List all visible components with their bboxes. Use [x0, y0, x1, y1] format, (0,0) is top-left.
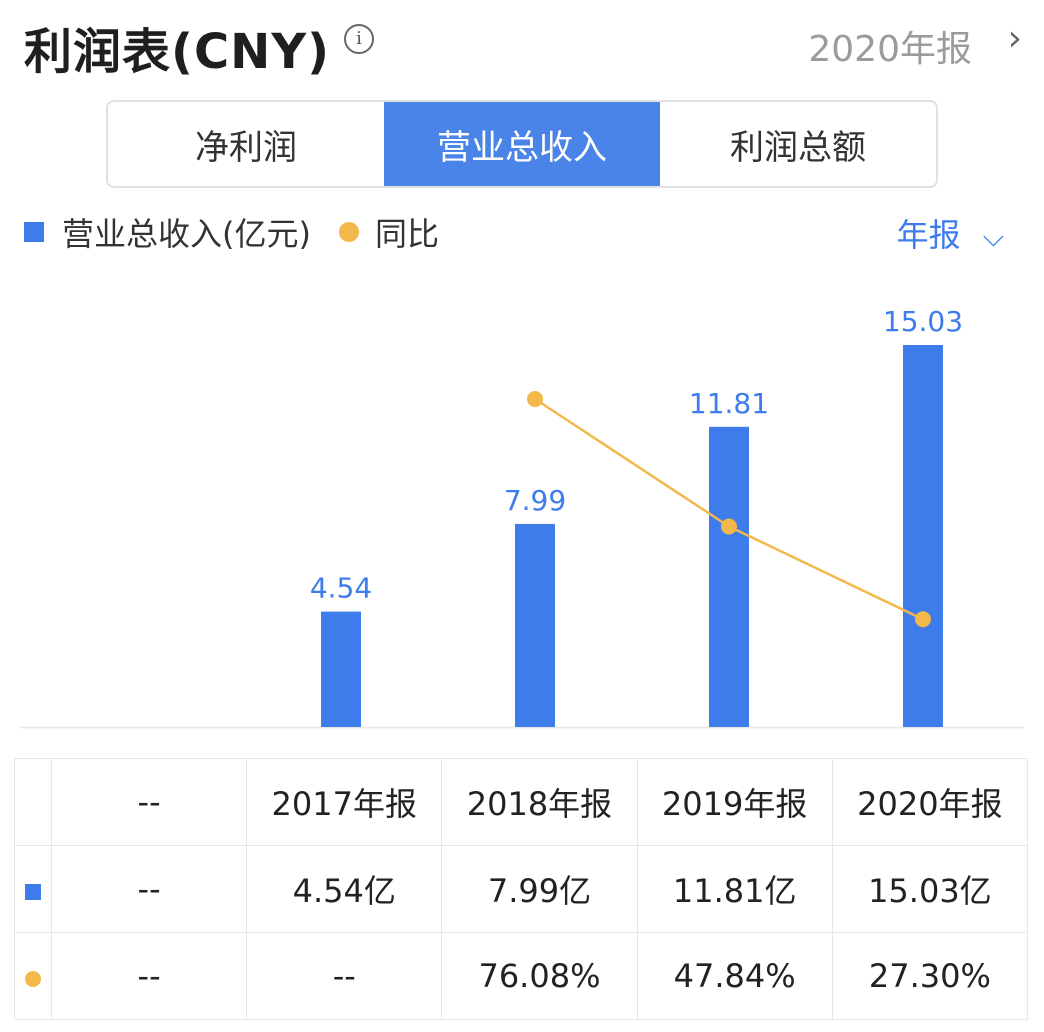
- table-cell: 7.99亿: [441, 845, 638, 933]
- revenue-chart: 4.54 7.99 11.81 15.03: [20, 305, 1024, 729]
- line-legend-label: 同比: [374, 215, 439, 253]
- metric-tabs: 净利润 营业总收入 利润总额: [106, 100, 938, 188]
- table-header-row: -- 2017年报 2018年报 2019年报 2020年报: [14, 758, 1029, 846]
- page-title: 利润表(CNY): [24, 24, 331, 80]
- yoy-point: [527, 391, 543, 407]
- bar-value-label: 7.99: [504, 484, 566, 517]
- table-cell: 27.30%: [831, 932, 1029, 1020]
- table-cell: --: [50, 845, 248, 933]
- table-row: -- 4.54亿 7.99亿 11.81亿 15.03亿: [14, 845, 1029, 933]
- revenue-bar: [321, 611, 361, 727]
- frequency-dropdown[interactable]: 年报 ⌵: [897, 210, 1004, 256]
- table-cell: [14, 758, 52, 846]
- bar-value-label: 15.03: [883, 305, 963, 338]
- chevron-right-icon[interactable]: ›: [1007, 18, 1022, 59]
- data-table: -- 2017年报 2018年报 2019年报 2020年报 -- 4.54亿 …: [14, 758, 1029, 1020]
- revenue-bar: [903, 345, 943, 727]
- table-row: -- -- 76.08% 47.84% 27.30%: [14, 932, 1029, 1020]
- table-cell: 4.54亿: [246, 845, 443, 933]
- yoy-point: [721, 518, 737, 535]
- yoy-point: [915, 611, 931, 628]
- table-cell: 2019年报: [636, 758, 833, 846]
- bar-value-label: 4.54: [310, 572, 372, 605]
- table-cell: 76.08%: [441, 932, 638, 1020]
- bar-legend-label: 营业总收入(亿元): [62, 215, 311, 253]
- frequency-label: 年报: [896, 216, 961, 254]
- bar-value-label: 11.81: [689, 387, 769, 420]
- table-cell: 11.81亿: [636, 845, 833, 933]
- table-cell: --: [246, 932, 443, 1020]
- table-cell: 15.03亿: [831, 845, 1029, 933]
- revenue-row-marker: [14, 845, 52, 933]
- chart-legend: 营业总收入(亿元) 同比: [24, 210, 439, 254]
- table-cell: --: [50, 758, 248, 846]
- tab-net-profit[interactable]: 净利润: [195, 127, 297, 168]
- info-icon[interactable]: i: [344, 24, 374, 54]
- tab-total-profit[interactable]: 利润总额: [730, 127, 866, 168]
- tab-total-revenue[interactable]: 营业总收入: [384, 102, 660, 186]
- revenue-bar: [709, 426, 749, 727]
- yoy-row-marker: [14, 932, 52, 1020]
- line-legend-marker: [338, 222, 359, 242]
- revenue-bar: [515, 523, 555, 727]
- header: 利润表(CNY) i 2020年报 ›: [0, 0, 1044, 90]
- table-cell: 2020年报: [831, 758, 1029, 846]
- table-cell: 2017年报: [246, 758, 443, 846]
- table-cell: 47.84%: [636, 932, 833, 1020]
- period-selector[interactable]: 2020年报: [808, 29, 972, 70]
- bar-legend-marker: [24, 222, 44, 242]
- chevron-down-icon: ⌵: [982, 220, 1004, 253]
- table-cell: --: [50, 932, 248, 1020]
- table-cell: 2018年报: [441, 758, 638, 846]
